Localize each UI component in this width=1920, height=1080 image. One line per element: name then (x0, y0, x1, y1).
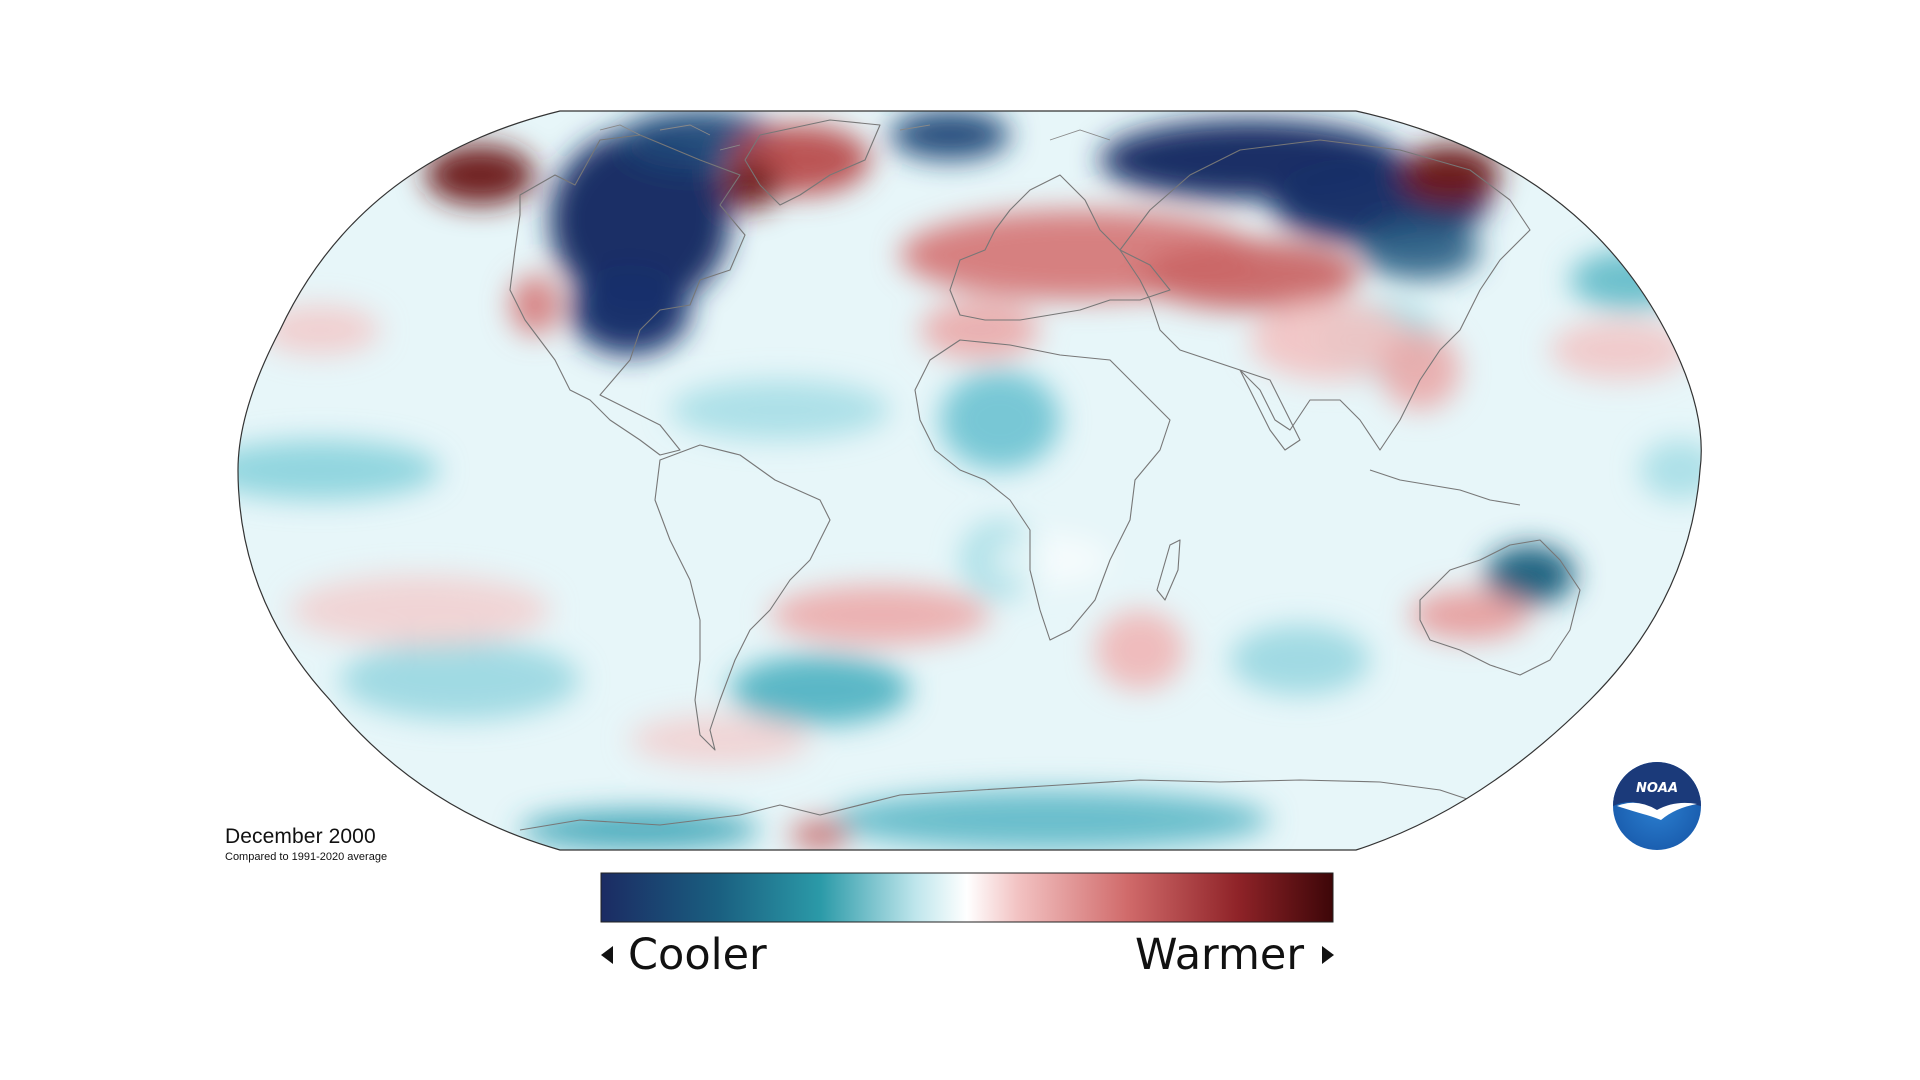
coastline-greenland (744, 119, 881, 206)
coastline-australia (1419, 539, 1581, 676)
triangle-left-icon (601, 946, 613, 964)
noaa-logo: NOAA (1613, 762, 1701, 850)
coastline-asia (1119, 139, 1531, 451)
logo-text: NOAA (1636, 781, 1678, 796)
coastline-europe (949, 174, 1171, 321)
caption-period: December 2000 (225, 825, 376, 848)
legend-high-text: Warmer (1134, 930, 1304, 980)
map-caption: December 2000 Compared to 1991-2020 aver… (225, 824, 387, 864)
legend-low-text: Cooler (628, 930, 767, 980)
logo-bird-icon (1617, 802, 1697, 820)
triangle-right-icon (1322, 946, 1334, 964)
map-outline (237, 110, 1702, 851)
map-globe (238, 111, 1702, 850)
coastline-south-america (654, 444, 831, 751)
coastline-india (1239, 369, 1301, 451)
coastline-antarctica (519, 779, 1471, 831)
logo-top (1613, 762, 1701, 812)
coastline-africa (914, 339, 1171, 641)
coastline-indonesia (1369, 469, 1521, 506)
legend-high-label: Warmer (1135, 930, 1334, 980)
caption-baseline: Compared to 1991-2020 average (225, 851, 388, 863)
coastlines (509, 119, 1646, 831)
legend-colorbar (600, 872, 1334, 923)
coastline-madagascar (1156, 539, 1181, 601)
arctic-islands (599, 124, 1111, 151)
legend-low-label: Cooler (601, 930, 767, 980)
coastline-north-america (509, 134, 746, 456)
